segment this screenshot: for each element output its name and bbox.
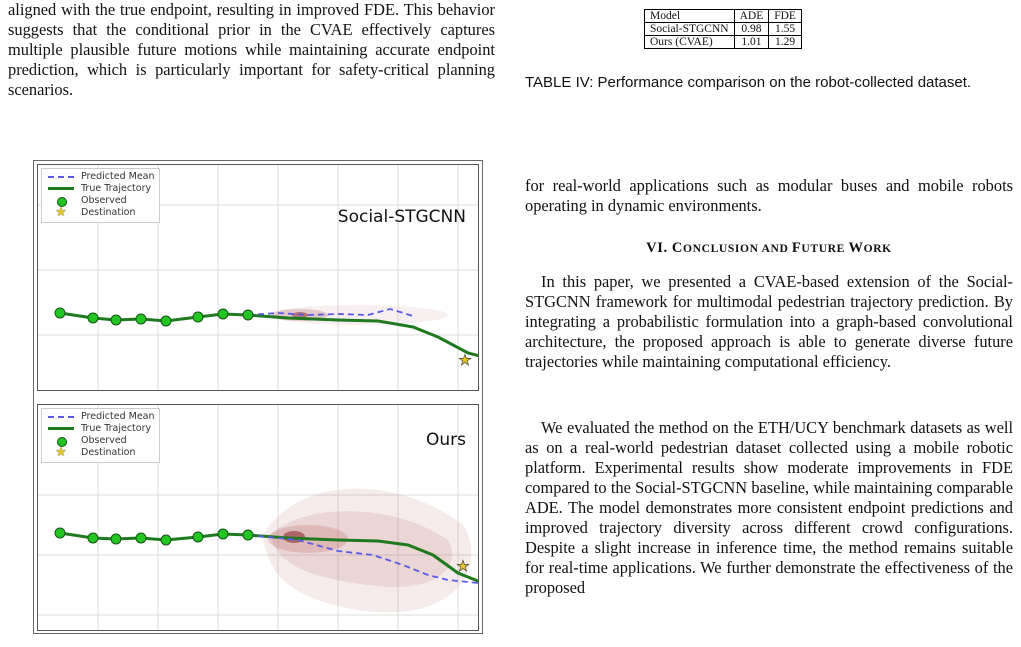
legend-item-destination: ★ Destination	[46, 205, 155, 220]
table-cell-ade: 0.98	[733, 22, 770, 36]
table-cell-fde: 1.55	[768, 22, 802, 36]
observed-points	[54, 527, 254, 546]
legend-top: Predicted Mean True Trajectory Observed …	[41, 168, 160, 223]
legend-item-predicted: Predicted Mean	[46, 171, 155, 183]
left-column: aligned with the true endpoint, resultin…	[8, 0, 495, 634]
legend-bottom: Predicted Mean True Trajectory Observed …	[41, 408, 160, 463]
table-row: Ours (CVAE) 1.01 1.29	[644, 35, 802, 49]
panel-title: Ours	[425, 430, 466, 450]
legend-item-destination: ★ Destination	[46, 445, 155, 460]
trajectory-figure: ★ Predicted Mean True Trajectory Observe…	[33, 160, 483, 634]
uncertainty-mid	[270, 511, 453, 587]
body-paragraph: for real-world applications such as modu…	[525, 176, 1013, 215]
table-cell-model: Ours (CVAE)	[644, 35, 735, 49]
circle-marker-icon	[46, 435, 76, 447]
panel-ours: ★ Predicted Mean True Trajectory Observe…	[37, 404, 479, 631]
table-header: FDE	[768, 9, 802, 23]
table-header: Model	[644, 9, 735, 23]
dashed-line-icon	[46, 411, 76, 423]
dashed-line-icon	[46, 171, 76, 183]
table-cell-model: Social-STGCNN	[644, 22, 735, 36]
predicted-mean-line	[247, 534, 478, 584]
star-marker-icon: ★	[55, 205, 67, 220]
table-cell-ade: 1.01	[733, 35, 770, 49]
predicted-mean-line	[247, 308, 414, 317]
destination-star-icon: ★	[456, 559, 469, 575]
star-marker-icon: ★	[55, 445, 67, 460]
legend-item-true: True Trajectory	[46, 183, 155, 195]
uncertainty-outer	[263, 488, 472, 613]
panel-title: Social-STGCNN	[337, 207, 466, 227]
body-paragraph: In this paper, we presented a CVAE-based…	[525, 272, 1013, 371]
panel-plot-top: ★	[38, 165, 478, 390]
destination-star-icon: ★	[458, 353, 471, 369]
solid-line-icon	[46, 423, 76, 435]
panel-social-stgcnn: ★ Predicted Mean True Trajectory Observe…	[37, 164, 479, 391]
legend-item-observed: Observed	[46, 195, 155, 207]
observed-points	[54, 307, 254, 327]
table-caption: TABLE IV: Performance comparison on the …	[525, 74, 972, 91]
table-cell-fde: 1.29	[768, 35, 802, 49]
table-header-row: Model ADE FDE	[644, 9, 802, 23]
circle-marker-icon	[46, 195, 76, 207]
legend-item-true: True Trajectory	[46, 423, 155, 435]
intro-paragraph: aligned with the true endpoint, resultin…	[8, 0, 495, 99]
panel-plot-bottom: ★	[38, 405, 478, 630]
body-paragraph: We evaluated the method on the ETH/UCY b…	[525, 418, 1013, 597]
table-row: Social-STGCNN 0.98 1.55	[644, 22, 802, 36]
legend-item-predicted: Predicted Mean	[46, 411, 155, 423]
results-table: Model ADE FDE Social-STGCNN 0.98 1.55 Ou…	[644, 9, 802, 49]
table-header: ADE	[733, 9, 770, 23]
legend-item-observed: Observed	[46, 435, 155, 447]
section-heading: VI. CONCLUSION AND FUTURE WORK	[646, 240, 892, 256]
solid-line-icon	[46, 183, 76, 195]
